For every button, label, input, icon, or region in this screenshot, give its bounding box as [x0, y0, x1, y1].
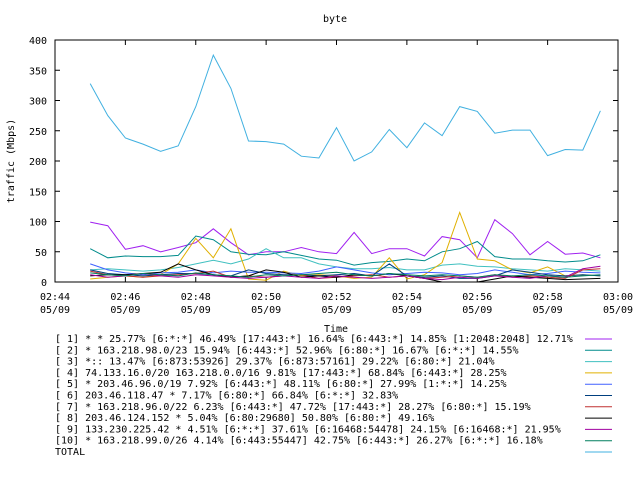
x-tick-label-date: 05/09 — [181, 305, 211, 316]
y-tick-label: 0 — [41, 278, 47, 289]
x-tick-label-time: 02:48 — [181, 292, 211, 303]
legend-entry-label: [ 1] * * 25.77% [6:*:*] 46.49% [17:443:*… — [55, 334, 573, 345]
chart-title: byte — [323, 14, 347, 25]
y-tick-label: 100 — [29, 218, 47, 229]
y-tick-label: 400 — [29, 36, 47, 47]
legend-entry-label: [ 3] *:: 13.47% [6:873:53926] 29.37% [6:… — [55, 357, 495, 368]
y-tick-label: 350 — [29, 66, 47, 77]
x-tick-label-date: 05/09 — [603, 305, 633, 316]
legend-entry-label: [ 9] 133.230.225.42 * 4.51% [6:*:*] 37.6… — [55, 424, 561, 435]
series-line-5 — [90, 263, 601, 276]
y-axis-label: traffic (Mbps) — [6, 119, 17, 203]
y-tick-label: 300 — [29, 97, 47, 108]
y-tick-label: 150 — [29, 187, 47, 198]
legend-entry-label: [ 2] * 163.218.98.0/23 15.94% [6:443:*] … — [55, 345, 519, 356]
series-lines — [89, 53, 601, 283]
legend-entry-label: TOTAL — [55, 447, 85, 458]
x-tick-label-time: 02:46 — [110, 292, 140, 303]
x-tick-label-time: 02:44 — [40, 292, 70, 303]
x-tick-label-date: 05/09 — [40, 305, 70, 316]
series-line-10 — [90, 271, 601, 278]
series-line-11 — [89, 53, 601, 162]
x-tick-label-time: 02:54 — [392, 292, 422, 303]
x-tick-label-date: 05/09 — [321, 305, 351, 316]
series-line-4 — [90, 210, 601, 281]
legend-entry-label: [10] * 163.218.99.0/26 4.14% [6:443:5544… — [55, 436, 543, 447]
x-axis-label: Time — [324, 324, 348, 335]
legend-entry-label: [ 5] * 203.46.96.0/19 7.92% [6:443:*] 48… — [55, 379, 507, 390]
x-tick-label-date: 05/09 — [533, 305, 563, 316]
legend-entry-label: [ 7] * 163.218.96.0/22 6.23% [6:443:*] 4… — [55, 402, 531, 413]
x-tick-label-date: 05/09 — [251, 305, 281, 316]
x-tick-label-time: 02:50 — [251, 292, 281, 303]
x-tick-label-time: 02:52 — [321, 292, 351, 303]
y-axis: 0 50 100 150 200 250 300 350 400 — [29, 36, 618, 289]
legend-entry-label: [ 6] 203.46.118.47 * 7.17% [6:80:*] 66.8… — [55, 391, 398, 402]
x-tick-label-time: 02:58 — [533, 292, 563, 303]
series-line-3 — [90, 248, 601, 272]
x-tick-label-time: 02:56 — [462, 292, 492, 303]
y-tick-label: 250 — [29, 127, 47, 138]
x-tick-label-date: 05/09 — [462, 305, 492, 316]
legend-entry-label: [ 4] 74.133.16.0/20 163.218.0.0/16 9.81%… — [55, 368, 507, 379]
x-tick-label-date: 05/09 — [110, 305, 140, 316]
x-tick-label-date: 05/09 — [392, 305, 422, 316]
y-tick-label: 200 — [29, 157, 47, 168]
x-axis: 02:44 05/09 02:46 05/09 02:48 05/09 02:50 05/09… — [40, 40, 633, 316]
series-line-1 — [90, 218, 601, 259]
series-line-9 — [90, 265, 601, 281]
x-tick-label-time: 03:00 — [603, 292, 633, 303]
legend-entry-label: [ 8] 203.46.124.152 * 5.04% [6:80:29680]… — [55, 413, 434, 424]
plot-frame — [54, 39, 619, 283]
series-line-6 — [90, 263, 601, 279]
y-tick-label: 50 — [35, 248, 47, 259]
series-line-2 — [89, 235, 601, 266]
legend: [ 1] * * 25.77% [6:*:*] 46.49% [17:443:*… — [55, 334, 612, 458]
